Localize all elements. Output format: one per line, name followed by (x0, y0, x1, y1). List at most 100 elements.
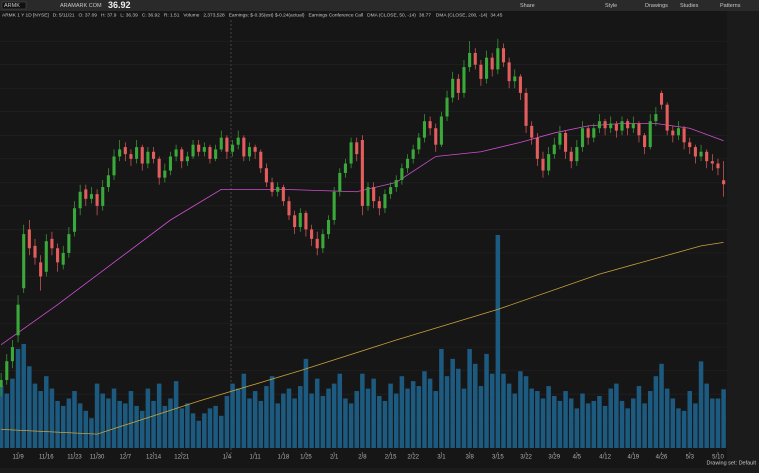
candle-body (654, 114, 658, 122)
candle-body (479, 64, 483, 79)
volume-bar (676, 408, 681, 448)
volume-bar (111, 388, 117, 448)
symbol-box[interactable] (1, 1, 27, 10)
candle-body (530, 125, 534, 138)
volume-bar (173, 381, 179, 448)
candle-body (315, 238, 319, 249)
candle-body (592, 128, 596, 138)
volume-bar (506, 383, 512, 448)
x-tick-label: 3/15 (492, 455, 504, 461)
volume-bar (106, 398, 111, 448)
volume-bar (247, 398, 252, 448)
volume-bar (659, 363, 664, 448)
volume-bar (512, 393, 518, 448)
candle-body (310, 229, 314, 239)
volume-bar (252, 391, 258, 448)
candle-body (400, 168, 404, 180)
volume-bar (156, 383, 162, 448)
info-item: Volume (183, 12, 199, 18)
candle-body (338, 172, 342, 192)
candle-body (456, 78, 460, 93)
candle-body (564, 132, 568, 152)
volume-bar (681, 410, 687, 448)
candle-body (513, 76, 517, 82)
candle-body (197, 144, 201, 152)
x-tick-label: 4/19 (627, 455, 639, 461)
x-tick-label: 4/26 (656, 455, 668, 461)
footer: Drawing set: Default (706, 460, 756, 466)
x-tick-label: 12/21 (174, 455, 190, 461)
volume-bar (529, 388, 534, 448)
volume-bar (258, 400, 264, 448)
volume-bar (337, 373, 343, 448)
volume-bar (653, 376, 659, 448)
volume-bar (326, 388, 331, 448)
candle-body (44, 241, 48, 272)
last-price: 36.92 (108, 0, 131, 10)
volume-bar (224, 395, 230, 448)
toolbar-button[interactable]: Studies (680, 3, 699, 9)
candle-body (349, 142, 353, 164)
x-tick-label: 11/23 (67, 455, 82, 461)
legend-name: DMA (CLOSE, 200, -14) (436, 12, 488, 18)
volume-bar (614, 383, 619, 448)
x-tick-label: 5/3 (686, 455, 695, 461)
volume-bar (608, 388, 613, 448)
x-tick-label: 4/12 (599, 455, 611, 461)
volume-bar (55, 400, 60, 448)
toolbar-button[interactable]: Style (605, 3, 617, 9)
candle-body (547, 154, 551, 171)
info-item: O: 37.09 (79, 12, 98, 18)
volume-bar (21, 343, 26, 448)
volume-bar (478, 386, 484, 448)
candle-body (281, 187, 285, 202)
volume-bar (286, 388, 292, 448)
candle-body (722, 180, 726, 185)
x-tick-label: 3/29 (548, 455, 560, 461)
volume-bar (710, 398, 715, 448)
candle-body (242, 137, 246, 157)
toolbar-button[interactable]: Drawings (645, 3, 668, 9)
candle-body (518, 76, 522, 93)
candle-body (163, 170, 167, 178)
candle-body (614, 123, 618, 131)
volume-bar (94, 383, 100, 448)
volume-bar (388, 383, 393, 448)
volume-bar (38, 391, 43, 448)
candle-body (118, 149, 122, 157)
volume-bar (602, 405, 608, 448)
candle-body (411, 149, 415, 159)
candle-body (507, 62, 511, 82)
symbol: ARMK (4, 3, 20, 9)
volume-bar (546, 386, 551, 448)
candle-body (298, 212, 302, 228)
candle-body (84, 189, 88, 199)
candle-body (468, 52, 472, 68)
volume-bar (134, 405, 139, 448)
volume-bar (331, 383, 337, 448)
toolbar-button[interactable]: Share (520, 3, 535, 9)
candle-body (16, 304, 20, 336)
toolbar-button[interactable]: Patterns (720, 3, 741, 9)
x-tick-label: 2/15 (385, 455, 397, 461)
candle-body (56, 248, 60, 263)
volume-bar (4, 393, 10, 448)
candle-body (665, 104, 669, 131)
volume-bar (563, 391, 568, 448)
candle-body (710, 161, 714, 164)
info-item: L: 36.39 (120, 12, 138, 18)
volume-bar (100, 393, 105, 448)
volume-bar (162, 405, 168, 448)
volume-bar (552, 395, 557, 448)
candle-body (716, 163, 720, 169)
candle-body (586, 128, 590, 138)
candle-body (123, 147, 127, 155)
volume-bar (60, 405, 66, 448)
candle-body (705, 151, 709, 162)
volume-bar (540, 398, 546, 448)
candle-body (185, 156, 189, 162)
candle-body (501, 48, 506, 63)
volume-bar (269, 376, 275, 448)
candle-body (676, 128, 681, 136)
volume-bar (128, 391, 134, 448)
